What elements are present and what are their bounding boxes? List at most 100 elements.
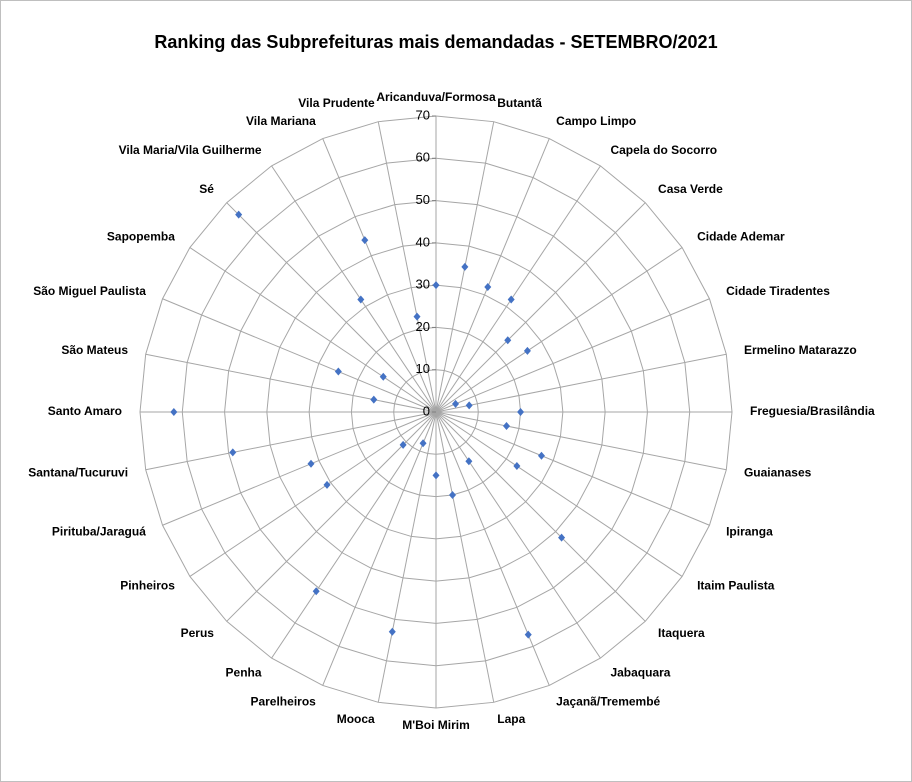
spoke [162, 411, 437, 526]
spoke [189, 411, 437, 577]
data-point [229, 448, 237, 457]
category-label: Vila Prudente [298, 96, 375, 110]
spoke [435, 411, 683, 577]
category-label: Jaçanã/Tremembé [556, 694, 660, 708]
spoke [189, 247, 437, 413]
category-label: Butantã [497, 96, 542, 110]
category-label: Itaquera [658, 626, 705, 640]
spoke [322, 411, 437, 686]
tick-label: 0 [423, 403, 430, 418]
category-label: Guaianases [744, 465, 812, 479]
tick-label: 10 [416, 361, 430, 376]
category-label: Freguesia/Brasilândia [750, 404, 875, 418]
data-point [484, 282, 492, 291]
category-label: Vila Maria/Vila Guilherme [119, 143, 262, 157]
category-label: Cidade Tiradentes [726, 284, 830, 298]
data-point [461, 262, 469, 271]
data-point [323, 480, 331, 489]
spoke [271, 411, 437, 659]
category-label: Ermelino Matarazzo [744, 343, 857, 357]
spoke [145, 411, 437, 471]
category-label: Sapopemba [107, 230, 175, 244]
category-label: Perus [181, 626, 215, 640]
spoke [435, 247, 683, 413]
data-point [399, 440, 407, 449]
spoke [271, 165, 437, 413]
spoke [145, 353, 437, 413]
tick-label: 60 [416, 150, 430, 165]
category-label: Parelheiros [250, 694, 316, 708]
spoke [226, 411, 437, 622]
category-label: M'Boi Mirim [402, 718, 470, 732]
tick-label: 30 [416, 277, 430, 292]
data-point [312, 587, 320, 596]
spoke [322, 138, 437, 413]
spoke [435, 165, 601, 413]
data-point [513, 462, 521, 471]
category-label: Itaim Paulista [697, 579, 775, 593]
category-label: São Miguel Paulista [33, 284, 146, 298]
data-point [452, 399, 460, 408]
category-label: Vila Mariana [246, 114, 316, 128]
data-point [507, 295, 515, 304]
category-label: Sé [199, 182, 214, 196]
category-label: Cidade Ademar [697, 230, 785, 244]
category-label: Campo Limpo [556, 114, 636, 128]
data-point [503, 422, 511, 431]
tick-label: 50 [416, 192, 430, 207]
spoke [435, 411, 646, 622]
category-label: Santana/Tucuruvi [28, 465, 128, 479]
data-point [523, 346, 531, 355]
spoke [162, 298, 437, 413]
category-label: Casa Verde [658, 182, 723, 196]
spoke [435, 353, 727, 413]
data-point [413, 312, 421, 321]
data-point [307, 459, 315, 468]
data-point [465, 457, 473, 466]
data-point [537, 451, 545, 460]
category-label: Pirituba/Jaraguá [52, 524, 146, 538]
category-label: Lapa [497, 712, 525, 726]
data-point [388, 627, 396, 636]
spoke [435, 202, 646, 413]
spoke [435, 411, 495, 703]
data-point [170, 408, 178, 416]
spoke [435, 411, 727, 471]
category-label: Mooca [337, 712, 375, 726]
category-label: Jabaquara [610, 665, 670, 679]
data-point [370, 395, 378, 404]
category-label: Ipiranga [726, 524, 773, 538]
data-point [432, 471, 440, 480]
category-label: Santo Amaro [48, 404, 122, 418]
data-point [517, 408, 525, 416]
spoke [435, 411, 710, 526]
data-point [235, 210, 243, 219]
data-point [419, 439, 427, 448]
category-label: São Mateus [61, 343, 128, 357]
data-point [379, 372, 387, 381]
category-label: Aricanduva/Formosa [376, 90, 496, 104]
category-label: Penha [226, 665, 262, 679]
category-label: Pinheiros [120, 579, 175, 593]
data-point [334, 367, 342, 376]
data-point [361, 236, 369, 245]
spoke [435, 138, 550, 413]
tick-label: 70 [416, 107, 430, 122]
data-point [504, 336, 512, 345]
spoke [377, 121, 437, 413]
data-point [465, 401, 473, 410]
tick-label: 20 [416, 319, 430, 334]
spoke [435, 411, 601, 659]
tick-label: 40 [416, 234, 430, 249]
data-point [558, 533, 566, 542]
spoke [226, 202, 437, 413]
data-point [524, 630, 532, 639]
data-point [448, 490, 456, 499]
category-label: Capela do Socorro [610, 143, 717, 157]
spoke [377, 411, 437, 703]
data-point [432, 281, 440, 290]
data-point [357, 295, 365, 304]
